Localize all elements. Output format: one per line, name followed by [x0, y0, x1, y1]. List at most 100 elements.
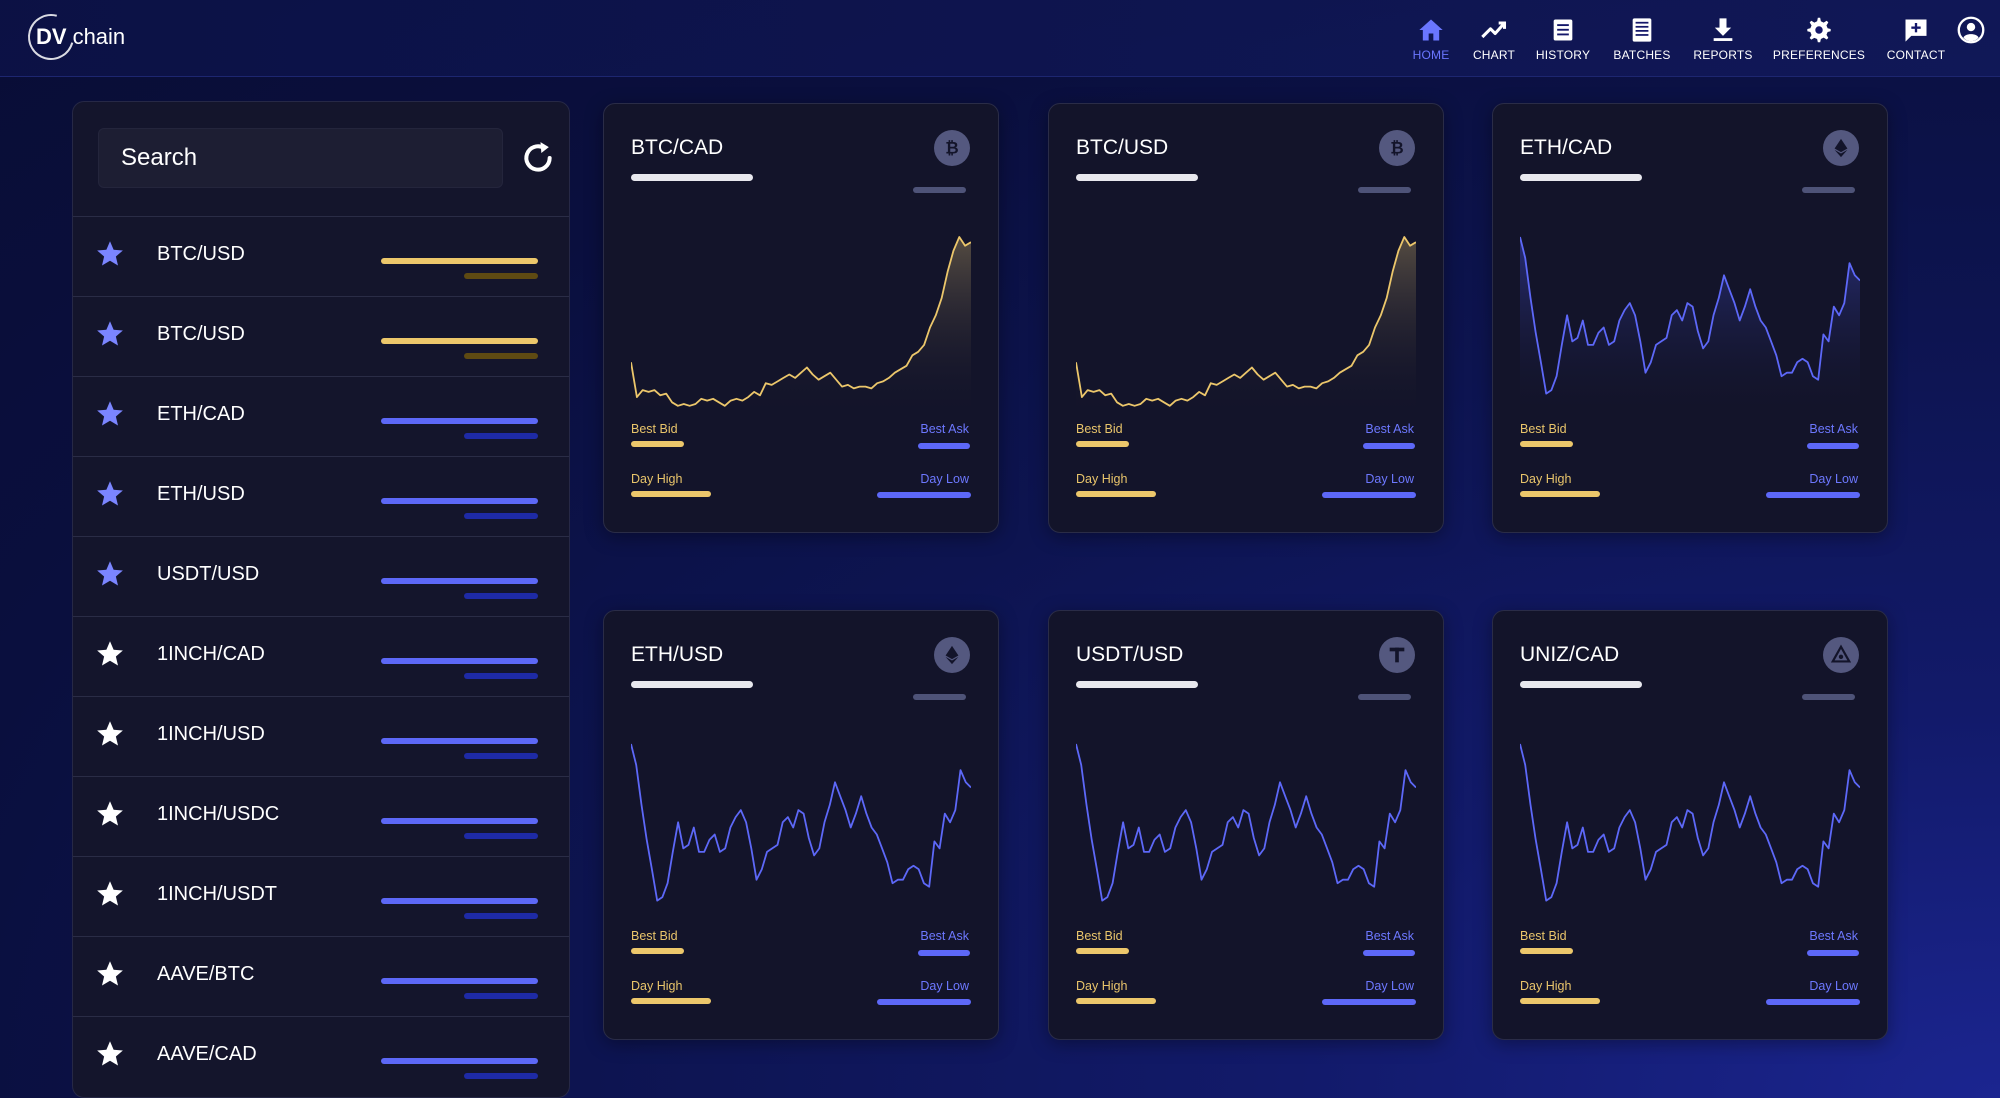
svg-text:₿: ₿ — [1390, 139, 1403, 158]
nav-contact[interactable]: CONTACT — [1884, 16, 1948, 62]
day-high-label: Day High — [1520, 472, 1572, 486]
nav-batches[interactable]: BATCHES — [1612, 16, 1672, 62]
uniz-icon — [1830, 644, 1852, 663]
price-placeholder-bar — [1520, 681, 1642, 688]
pair-list-item[interactable]: AAVE/CAD — [73, 1016, 569, 1096]
best-ask-label: Best Ask — [1809, 422, 1858, 436]
nav-reports[interactable]: REPORTS — [1692, 16, 1754, 62]
pair-name: BTC/USD — [157, 323, 245, 345]
pair-list-item[interactable]: BTC/USD — [73, 216, 569, 296]
pair-list-item[interactable]: AAVE/BTC — [73, 936, 569, 1016]
favorite-star-icon[interactable] — [95, 1039, 125, 1069]
account-button[interactable] — [1956, 16, 1986, 44]
card-pair-title: BTC/USD — [1076, 136, 1169, 159]
favorite-star-icon[interactable] — [95, 959, 125, 989]
dvchain-logo[interactable]: DV chain — [19, 5, 125, 69]
pair-list-item[interactable]: USDT/USD — [73, 536, 569, 616]
best-ask-bar — [1363, 443, 1415, 449]
price-sparkline — [1520, 236, 1860, 419]
change-bar — [464, 513, 538, 519]
favorite-star-icon[interactable] — [95, 639, 125, 669]
best-ask-bar — [1807, 950, 1859, 956]
card-pair-title: ETH/CAD — [1520, 136, 1613, 159]
logo-bold-text: DV — [36, 24, 67, 49]
contact-icon — [1905, 19, 1927, 42]
day-low-bar — [1322, 492, 1416, 498]
pair-list-item[interactable]: ETH/CAD — [73, 376, 569, 456]
card-pair-title: USDT/USD — [1076, 643, 1184, 666]
pair-list-item[interactable]: 1INCH/USD — [73, 696, 569, 776]
pair-card[interactable]: BTC/USD ₿ Best Bid Best Ask Day High Day Low — [1048, 103, 1444, 533]
favorite-star-icon[interactable] — [95, 879, 125, 909]
pair-list-item[interactable]: ETH/USD — [73, 456, 569, 536]
pair-card[interactable]: ETH/USD Best Bid Best Ask Day High Day Low — [603, 610, 999, 1040]
pair-list-item[interactable]: 1INCH/USDC — [73, 776, 569, 856]
day-low-bar — [877, 999, 971, 1005]
favorite-star-icon[interactable] — [95, 559, 125, 589]
nav-home-label: HOME — [1412, 48, 1450, 62]
day-high-bar — [1520, 998, 1600, 1004]
pair-name: USDT/USD — [157, 563, 260, 585]
coin-badge — [1823, 637, 1859, 673]
day-low-label: Day Low — [920, 979, 969, 993]
day-low-label: Day Low — [1809, 472, 1858, 486]
best-bid-label: Best Bid — [1520, 929, 1567, 943]
favorite-star-icon[interactable] — [95, 399, 125, 429]
sparkline-line — [1520, 236, 1860, 395]
nav-history[interactable]: HISTORY — [1533, 16, 1593, 62]
change-bar — [464, 433, 538, 439]
price-bar — [381, 738, 538, 744]
coin-badge — [934, 637, 970, 673]
favorite-star-icon[interactable] — [95, 799, 125, 829]
price-bar — [381, 258, 538, 264]
pair-card[interactable]: USDT/USD Best Bid Best Ask Day High Day Low — [1048, 610, 1444, 1040]
favorite-star-icon[interactable] — [95, 479, 125, 509]
card-pair-title: UNIZ/CAD — [1520, 643, 1620, 666]
pair-name: 1INCH/USDC — [157, 803, 280, 825]
nav-chart[interactable]: CHART — [1467, 16, 1521, 62]
best-ask-label: Best Ask — [920, 422, 969, 436]
change-bar — [464, 833, 538, 839]
pair-list-item[interactable]: BTC/USD — [73, 296, 569, 376]
nav-batches-label: BATCHES — [1613, 48, 1671, 62]
price-sparkline — [1076, 743, 1416, 902]
price-bar — [381, 498, 538, 504]
favorite-star-icon[interactable] — [95, 239, 125, 269]
coin-badge — [1379, 637, 1415, 673]
bitcoin-icon: ₿ — [1390, 139, 1403, 158]
search-input[interactable]: Search — [98, 128, 503, 188]
change-placeholder-bar — [1358, 694, 1411, 700]
change-bar — [464, 913, 538, 919]
favorite-star-icon[interactable] — [95, 719, 125, 749]
tether-icon — [1389, 647, 1405, 663]
price-placeholder-bar — [631, 174, 753, 181]
best-bid-label: Best Bid — [1076, 422, 1123, 436]
price-sparkline — [1520, 743, 1860, 902]
nav-home[interactable]: HOME — [1404, 16, 1458, 62]
nav-preferences[interactable]: PREFERENCES — [1772, 16, 1866, 62]
refresh-icon[interactable] — [518, 138, 558, 178]
bitcoin-icon: ₿ — [945, 139, 958, 158]
nav-preferences-label: PREFERENCES — [1772, 48, 1866, 62]
day-low-bar — [877, 492, 971, 498]
favorite-star-icon[interactable] — [95, 319, 125, 349]
day-low-label: Day Low — [1365, 472, 1414, 486]
pair-card[interactable]: ETH/CAD Best Bid Best Ask Day High Day Low — [1492, 103, 1888, 533]
pair-card[interactable]: BTC/CAD ₿ Best Bid Best Ask Day High Day Low — [603, 103, 999, 533]
download-icon — [1713, 18, 1733, 41]
best-bid-label: Best Bid — [631, 929, 678, 943]
pair-card[interactable]: UNIZ/CAD Best Bid Best Ask Day High Day Low — [1492, 610, 1888, 1040]
pair-name: AAVE/CAD — [157, 1043, 257, 1065]
pair-name: ETH/USD — [157, 483, 245, 505]
best-ask-label: Best Ask — [1809, 929, 1858, 943]
pair-list-item[interactable]: 1INCH/USDT — [73, 856, 569, 936]
price-bar — [381, 418, 538, 424]
pair-list-item[interactable]: 1INCH/CAD — [73, 616, 569, 696]
change-bar — [464, 353, 538, 359]
price-placeholder-bar — [1076, 681, 1198, 688]
change-bar — [464, 273, 538, 279]
sparkline-line — [1520, 743, 1860, 902]
pair-name: 1INCH/USD — [157, 723, 265, 745]
price-sparkline — [631, 743, 971, 902]
best-ask-bar — [918, 950, 970, 956]
